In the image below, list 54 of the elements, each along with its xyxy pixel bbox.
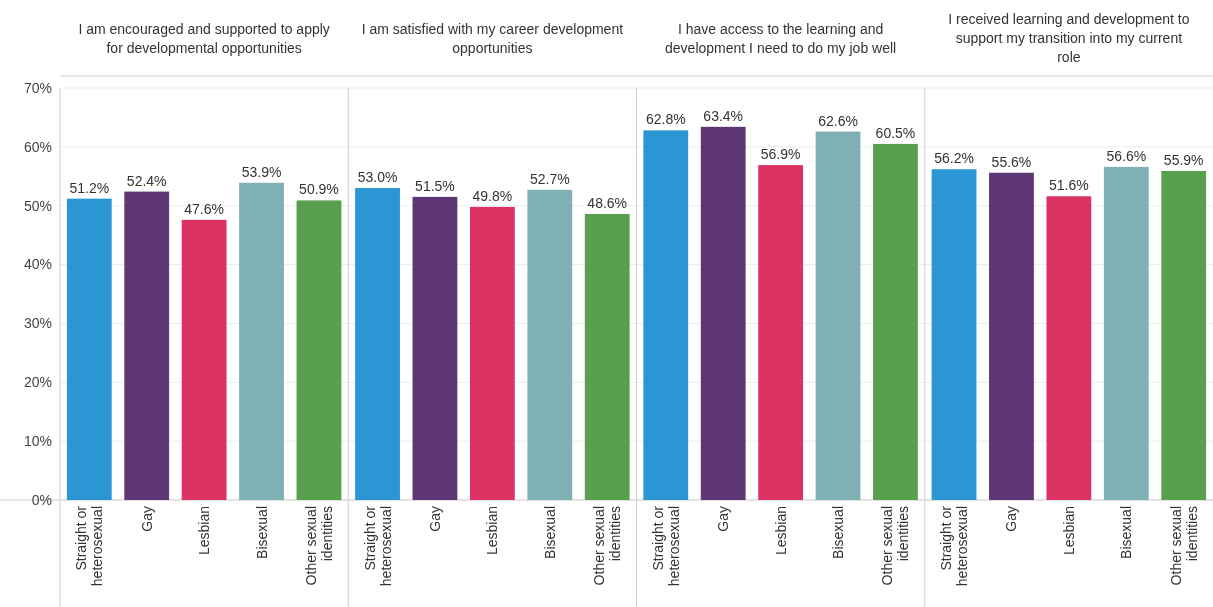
- x-tick-label: Other sexual identities: [1167, 506, 1200, 586]
- x-tick-label: Bisexual: [830, 506, 847, 559]
- data-label: 52.7%: [529, 170, 570, 187]
- y-tick-label: 50%: [23, 197, 52, 214]
- y-tick-label: 30%: [23, 315, 52, 332]
- y-tick-label: 20%: [23, 374, 52, 391]
- x-tick-label: Bisexual: [541, 506, 558, 559]
- bar: [181, 219, 227, 500]
- chart-title: I received learning and development to support my transition into my current role: [948, 11, 1190, 65]
- x-tick-label: Other sexual identities: [591, 506, 624, 586]
- chart-title: I have access to the learning and development I need to do my job well: [665, 20, 897, 56]
- x-tick-label: Lesbian: [772, 506, 789, 556]
- data-label: 53.0%: [357, 169, 398, 186]
- data-label: 63.4%: [703, 107, 744, 124]
- y-tick-label: 40%: [23, 256, 52, 273]
- bar: [124, 191, 170, 500]
- data-label: 50.9%: [299, 181, 339, 198]
- data-label: 60.5%: [875, 124, 916, 141]
- x-tick-label: Lesbian: [196, 506, 213, 556]
- x-tick-label: Lesbian: [484, 506, 501, 556]
- data-label: 51.5%: [415, 177, 455, 194]
- bar: [66, 198, 112, 500]
- data-label: 55.9%: [1163, 151, 1204, 168]
- data-label: 53.9%: [241, 163, 282, 180]
- bar: [296, 200, 342, 500]
- x-tick-label: Gay: [138, 506, 155, 532]
- data-label: 55.6%: [991, 153, 1032, 170]
- y-tick-label: 10%: [23, 433, 52, 450]
- data-label: 62.6%: [818, 112, 858, 129]
- x-tick-label: Other sexual identities: [879, 506, 912, 586]
- x-tick-label: Gay: [1003, 506, 1020, 532]
- data-label: 62.8%: [645, 111, 686, 128]
- y-tick-label: 70%: [23, 79, 52, 96]
- data-label: 51.6%: [1049, 177, 1089, 194]
- x-tick-label: Gay: [426, 506, 443, 532]
- x-tick-label: Bisexual: [253, 506, 270, 559]
- chart-title: I am encouraged and supported to apply for developmental opportunities: [78, 20, 330, 56]
- bar: [239, 182, 284, 500]
- y-tick-label: 60%: [23, 138, 52, 155]
- data-label: 56.6%: [1106, 147, 1147, 164]
- x-tick-label: Gay: [715, 506, 732, 532]
- x-tick-label: Lesbian: [1060, 506, 1077, 556]
- data-label: 51.2%: [69, 179, 110, 196]
- data-label: 56.2%: [934, 150, 974, 167]
- data-label: 48.6%: [587, 194, 628, 211]
- x-tick-label: Straight or heterosexual: [73, 505, 106, 587]
- data-label: 47.6%: [184, 200, 224, 217]
- data-label: 56.9%: [760, 146, 801, 163]
- x-tick-label: Other sexual identities: [302, 506, 335, 586]
- x-tick-label: Bisexual: [1118, 506, 1135, 559]
- y-tick-label: 0%: [31, 491, 52, 508]
- chart-title: I am satisfied with my career development opportunities: [361, 20, 624, 56]
- data-label: 49.8%: [472, 187, 513, 204]
- data-label: 52.4%: [126, 172, 167, 189]
